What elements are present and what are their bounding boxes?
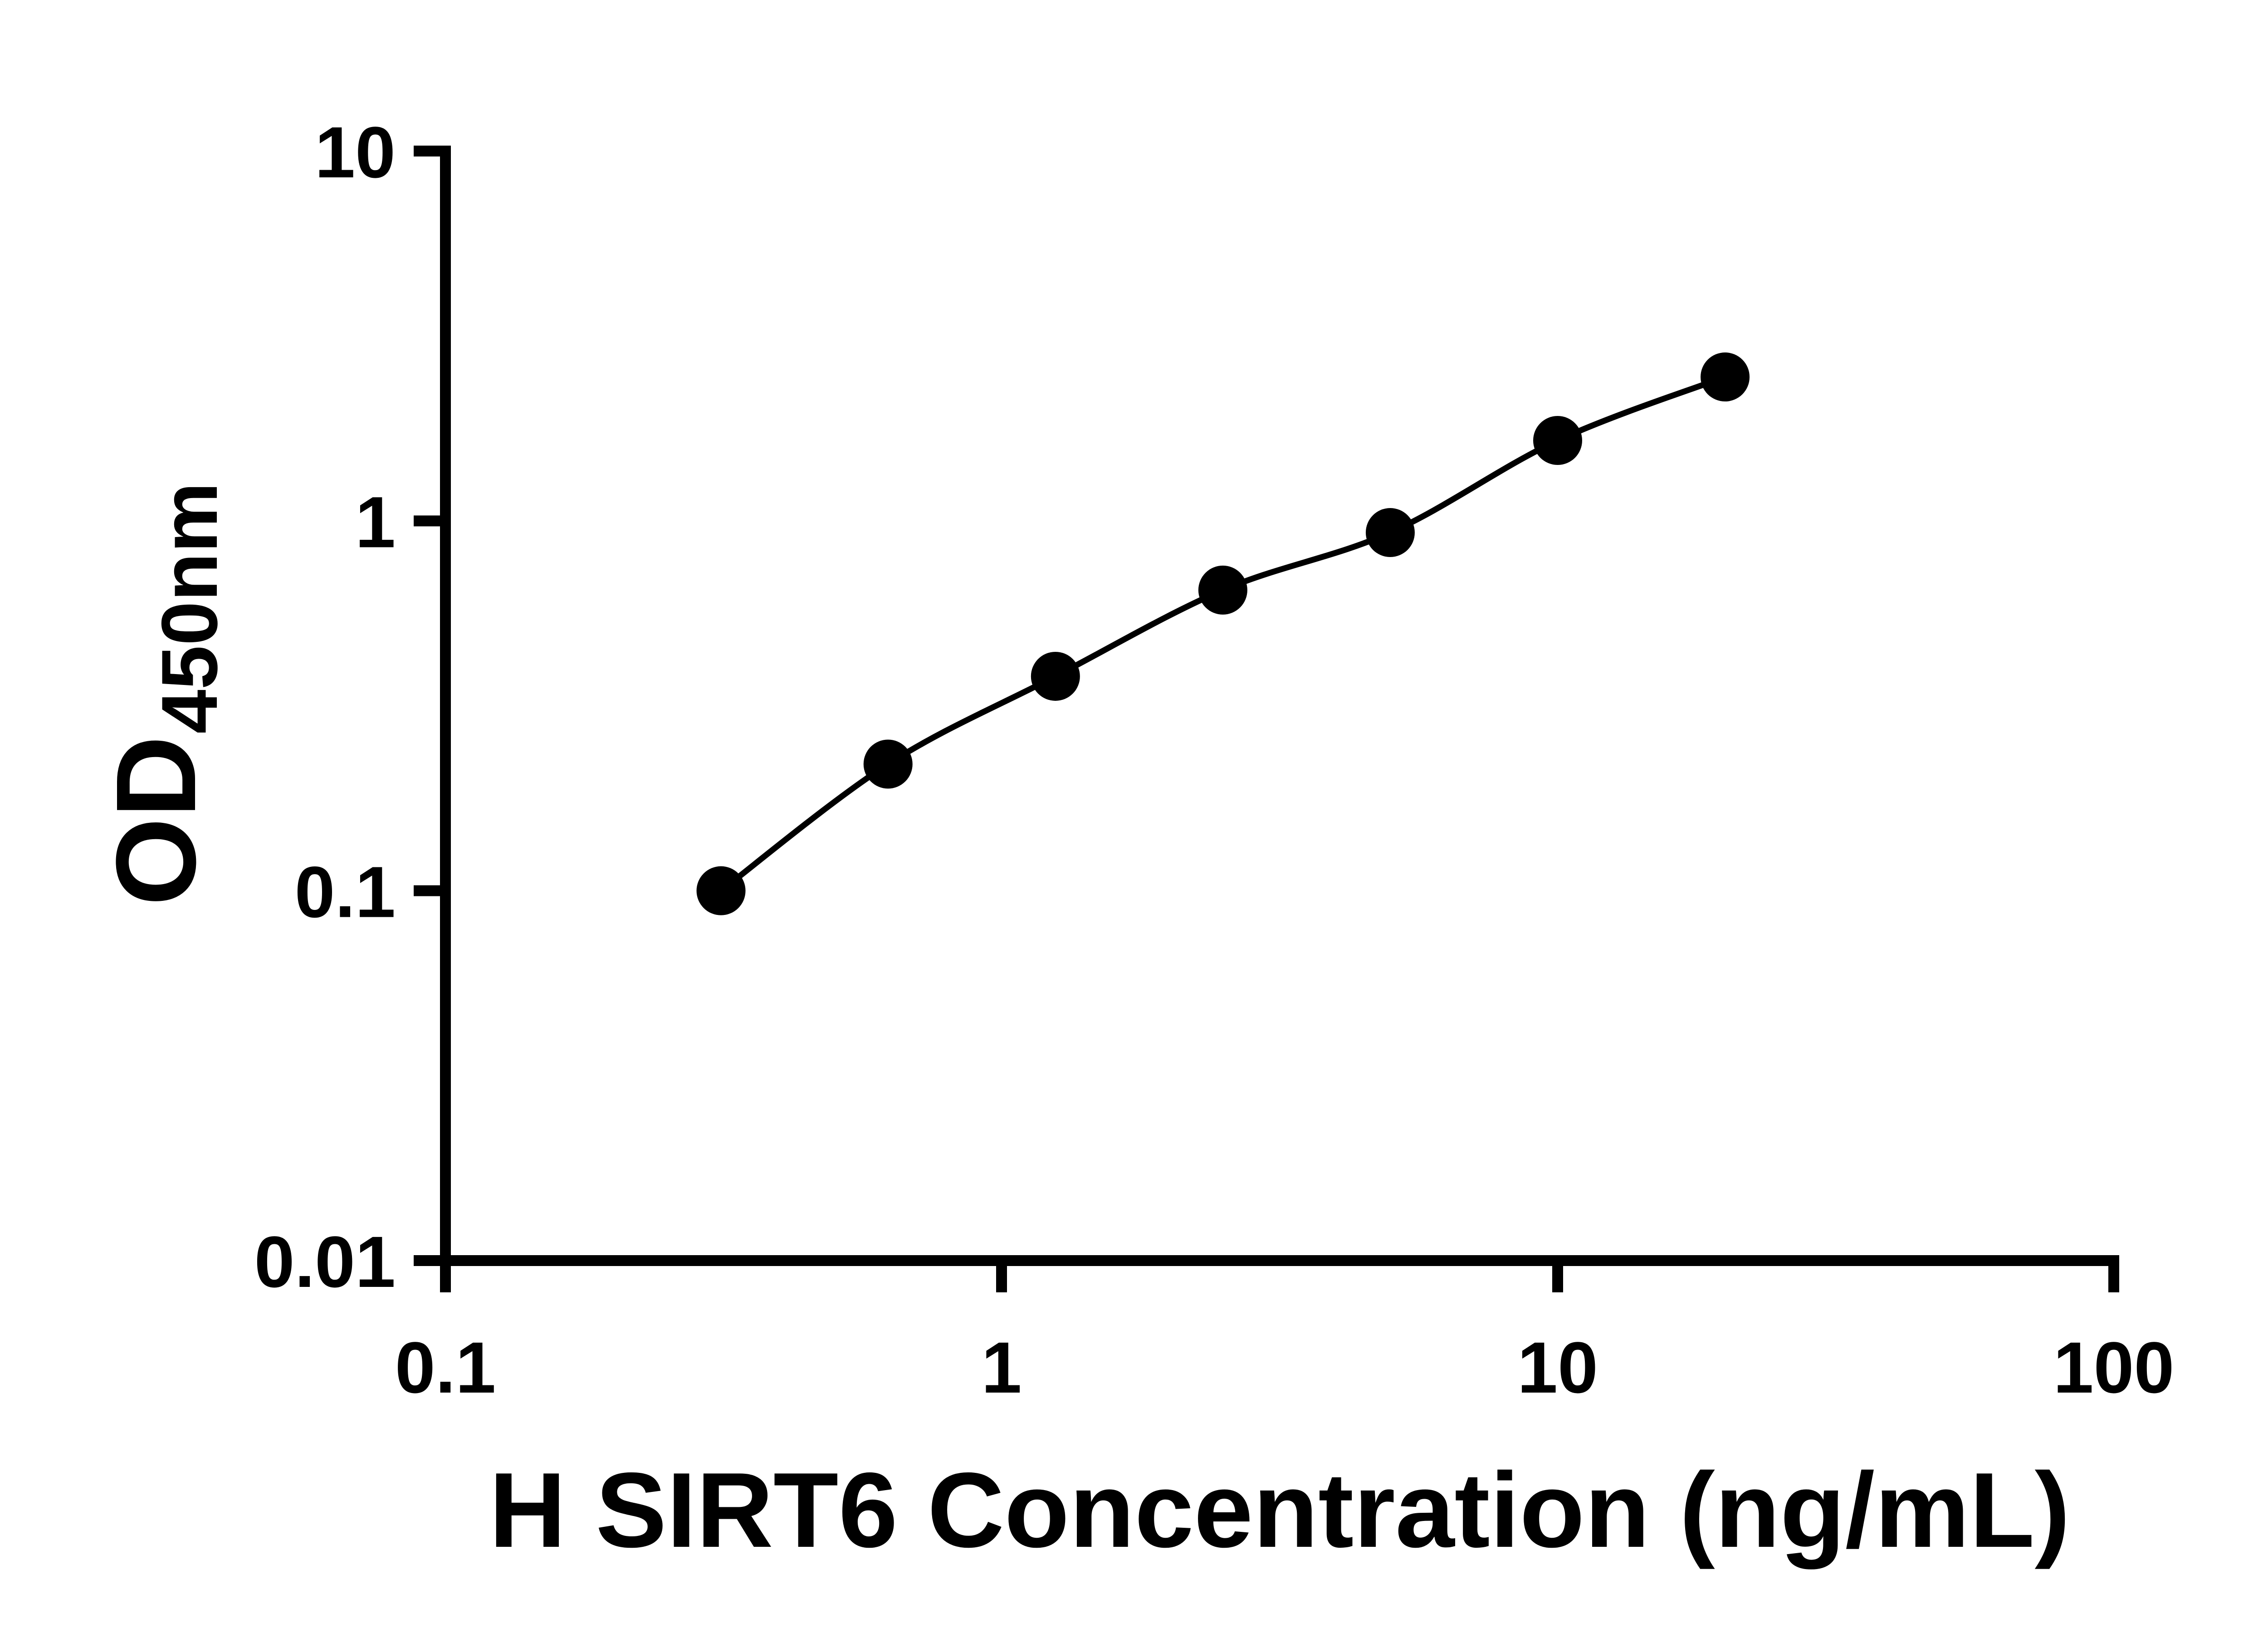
y-axis-label-subscript: 450nm [146, 482, 234, 733]
y-tick-label: 10 [315, 112, 396, 193]
data-point-marker [863, 739, 913, 789]
y-tick-label: 0.01 [254, 1221, 396, 1302]
x-tick-label: 10 [1517, 1327, 1598, 1408]
y-tick-labels: 0.01 0.1 1 10 [254, 112, 396, 1302]
data-point-marker [1031, 651, 1080, 701]
y-axis-label-main: OD [93, 736, 219, 906]
x-axis-label: H SIRT6 Concentration (ng/mL) [489, 1450, 2070, 1569]
data-point-marker [1198, 565, 1247, 615]
x-tick-label: 1 [982, 1327, 1022, 1408]
x-tick-labels: 0.1 1 10 100 [395, 1327, 2175, 1408]
x-tick-label: 100 [2053, 1327, 2175, 1408]
data-point-marker [1533, 416, 1582, 465]
data-point-marker [1701, 352, 1750, 402]
data-points [696, 352, 1750, 915]
data-point-marker [696, 866, 746, 915]
y-axis-label: OD 450nm [93, 482, 234, 906]
y-tick-label: 1 [355, 481, 396, 562]
data-point-marker [1365, 508, 1415, 557]
x-tick-label: 0.1 [395, 1327, 496, 1408]
y-tick-label: 0.1 [295, 851, 396, 933]
axes [414, 146, 2119, 1292]
